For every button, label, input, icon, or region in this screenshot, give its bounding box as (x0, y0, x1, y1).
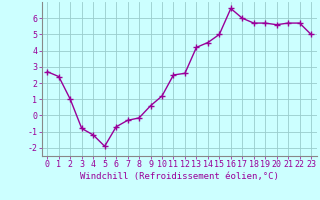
X-axis label: Windchill (Refroidissement éolien,°C): Windchill (Refroidissement éolien,°C) (80, 172, 279, 181)
